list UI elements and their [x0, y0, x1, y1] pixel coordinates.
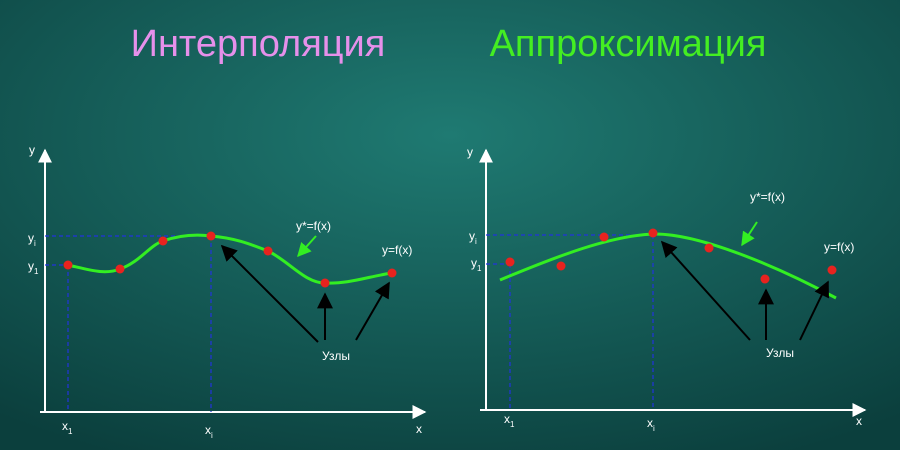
node-arrows	[660, 240, 829, 341]
x-tick-label: xi	[647, 416, 655, 433]
guides	[486, 234, 654, 410]
y-tick-label-text: y	[28, 259, 34, 273]
x-tick-label-text: x	[62, 419, 68, 433]
y-tick-label-text: y	[28, 231, 34, 245]
nodes-label: Узлы	[322, 349, 350, 363]
x-tick-label-text: x	[647, 416, 653, 430]
curve-arrow	[297, 235, 317, 258]
title: Интерполяция	[131, 23, 386, 65]
x-tick-label-sub: i	[653, 424, 655, 433]
y-tick-label: y1	[28, 259, 39, 276]
title: Аппроксимация	[490, 23, 767, 65]
node-arrows	[220, 244, 390, 343]
nodes	[505, 228, 837, 284]
y-tick-label: yi	[28, 231, 36, 248]
x-tick-label-text: x	[205, 423, 211, 437]
x-axis-label: x	[856, 414, 862, 428]
x-tick-label: x1	[504, 412, 515, 429]
function-label: y=f(x)	[824, 240, 854, 254]
nodes	[63, 231, 397, 288]
y-tick-label-sub: i	[34, 239, 36, 248]
x-axis-label: x	[416, 422, 422, 436]
y-tick-label-sub: i	[475, 237, 477, 246]
y-axis-label: y	[467, 145, 473, 159]
y-tick-label-text: y	[471, 256, 477, 270]
interpolation-panel	[38, 148, 427, 419]
y-tick-label-text: y	[469, 229, 475, 243]
y-tick-label: y1	[471, 256, 482, 273]
function-label: y=f(x)	[382, 243, 412, 257]
y-tick-label: yi	[469, 229, 477, 246]
x-tick-label-sub: i	[211, 431, 213, 440]
nodes-label: Узлы	[766, 346, 794, 360]
y-tick-label-sub: 1	[34, 267, 39, 276]
x-tick-label: xi	[205, 423, 213, 440]
y-axis-label: y	[29, 143, 35, 157]
guides	[45, 235, 212, 412]
y-tick-label-sub: 1	[477, 264, 482, 273]
x-tick-label: x1	[62, 419, 73, 436]
approximation-panel	[479, 148, 867, 417]
curve-label: y*=f(x)	[750, 190, 785, 204]
x-tick-label-sub: 1	[68, 427, 73, 436]
curve-arrow	[741, 221, 758, 247]
x-tick-label-text: x	[504, 412, 510, 426]
curve-label: y*=f(x)	[296, 219, 331, 233]
x-tick-label-sub: 1	[510, 420, 515, 429]
